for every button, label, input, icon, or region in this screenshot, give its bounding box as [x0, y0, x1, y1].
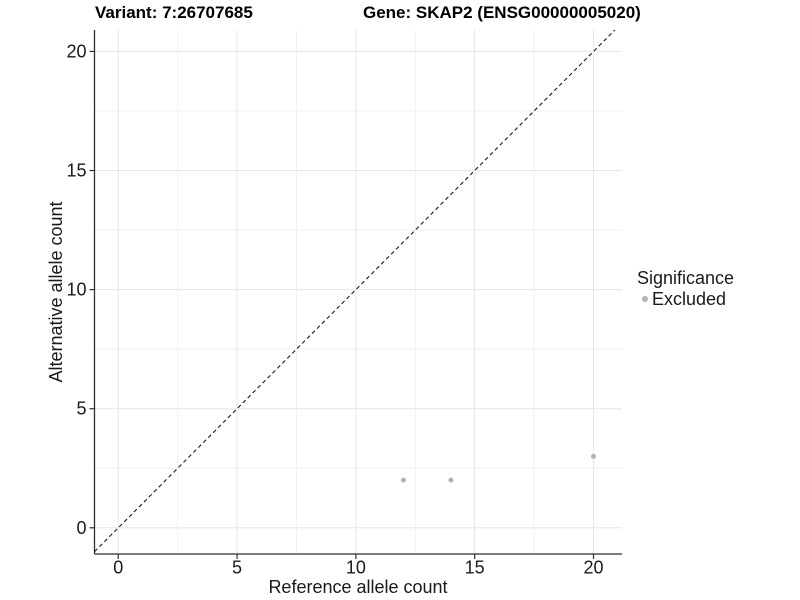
y-tick-label: 20 [66, 41, 86, 61]
y-tick-label: 10 [66, 280, 86, 300]
legend-key-dot-icon [642, 296, 648, 302]
legend: Significance Excluded [637, 268, 734, 309]
gene-title: Gene: SKAP2 (ENSG00000005020) [363, 3, 641, 22]
data-point [448, 477, 454, 483]
y-tick-label: 5 [76, 399, 86, 419]
x-tick-label: 0 [113, 558, 123, 578]
legend-item-excluded: Excluded [637, 289, 734, 309]
y-axis-title: Alternative allele count [46, 201, 66, 383]
y-tick-label: 0 [76, 518, 86, 538]
legend-title: Significance [637, 268, 735, 288]
x-tick-label: 5 [232, 558, 242, 578]
x-tick-label: 20 [583, 558, 603, 578]
identity-line [94, 29, 616, 553]
y-tick-label: 15 [66, 161, 86, 181]
data-point [590, 453, 596, 459]
variant-title: Variant: 7:26707685 [95, 3, 253, 22]
x-tick-label: 10 [346, 558, 366, 578]
x-tick-label: 15 [465, 558, 485, 578]
data-point [400, 477, 406, 483]
x-axis-title: Reference allele count [268, 577, 448, 597]
legend-item-label: Excluded [652, 289, 727, 309]
